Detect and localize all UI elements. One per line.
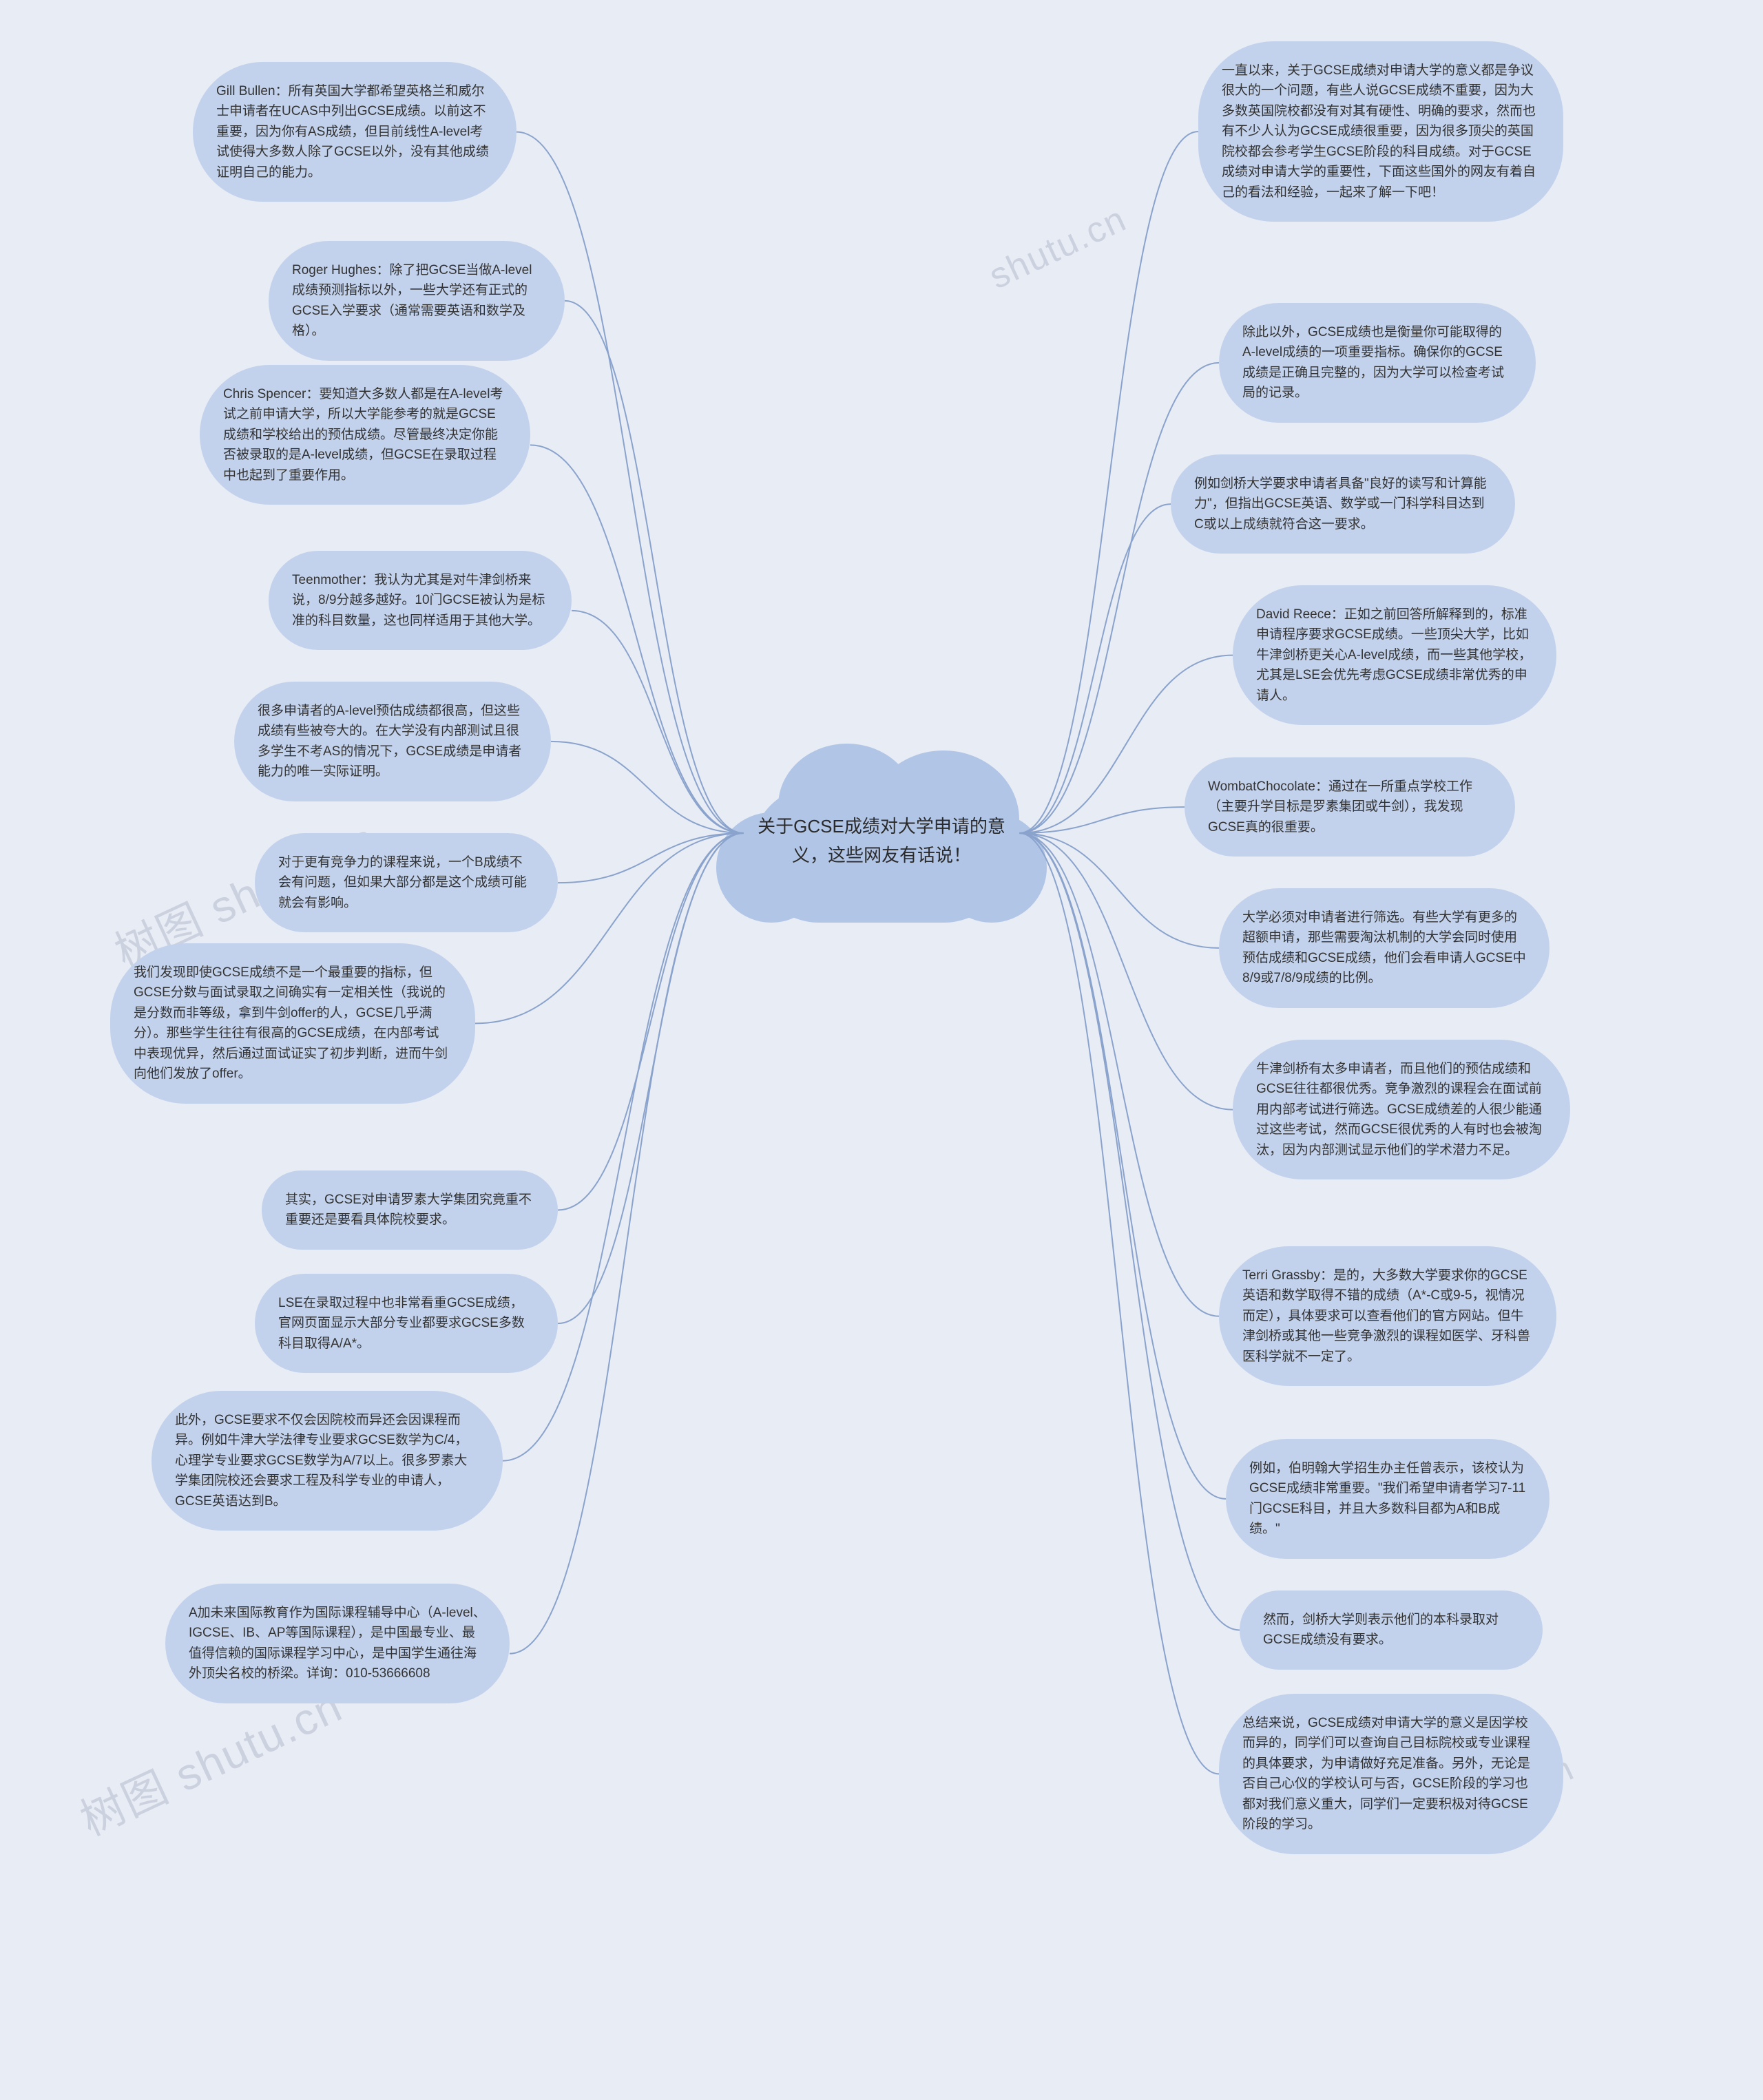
center-node: 关于GCSE成绩对大学申请的意义，这些网友有话说！ — [716, 730, 1047, 936]
mindmap-node: 例如，伯明翰大学招生办主任曾表示，该校认为GCSE成绩非常重要。"我们希望申请者… — [1226, 1439, 1550, 1559]
mindmap-node: David Reece：正如之前回答所解释到的，标准申请程序要求GCSE成绩。一… — [1233, 585, 1556, 725]
mindmap-node: 然而，剑桥大学则表示他们的本科录取对GCSE成绩没有要求。 — [1240, 1590, 1543, 1670]
mindmap-node: LSE在录取过程中也非常看重GCSE成绩，官网页面显示大部分专业都要求GCSE多… — [255, 1274, 558, 1373]
mindmap-node: 此外，GCSE要求不仅会因院校而异还会因课程而异。例如牛津大学法律专业要求GCS… — [152, 1391, 503, 1531]
mindmap-node: 很多申请者的A-level预估成绩都很高，但这些成绩有些被夸大的。在大学没有内部… — [234, 682, 551, 801]
mindmap-node: Chris Spencer：要知道大多数人都是在A-level考试之前申请大学，… — [200, 365, 530, 505]
mindmap-node: Gill Bullen：所有英国大学都希望英格兰和威尔士申请者在UCAS中列出G… — [193, 62, 517, 202]
mindmap-node: 其实，GCSE对申请罗素大学集团究竟重不重要还是要看具体院校要求。 — [262, 1170, 558, 1250]
mindmap-node: 大学必须对申请者进行筛选。有些大学有更多的超额申请，那些需要淘汰机制的大学会同时… — [1219, 888, 1550, 1008]
mindmap-node: 除此以外，GCSE成绩也是衡量你可能取得的A-level成绩的一项重要指标。确保… — [1219, 303, 1536, 423]
mindmap-node: WombatChocolate：通过在一所重点学校工作（主要升学目标是罗素集团或… — [1185, 757, 1515, 857]
mindmap-node: A加未来国际教育作为国际课程辅导中心（A-level、IGCSE、IB、AP等国… — [165, 1584, 510, 1703]
center-text: 关于GCSE成绩对大学申请的意义，这些网友有话说！ — [758, 812, 1005, 870]
mindmap-node: 对于更有竞争力的课程来说，一个B成绩不会有问题，但如果大部分都是这个成绩可能就会… — [255, 833, 558, 932]
mindmap-node: 一直以来，关于GCSE成绩对申请大学的意义都是争议很大的一个问题，有些人说GCS… — [1198, 41, 1563, 222]
mindmap-node: 牛津剑桥有太多申请者，而且他们的预估成绩和GCSE往往都很优秀。竞争激烈的课程会… — [1233, 1040, 1570, 1179]
mindmap-node: Roger Hughes：除了把GCSE当做A-level成绩预测指标以外，一些… — [269, 241, 565, 361]
mindmap-node: Terri Grassby：是的，大多数大学要求你的GCSE英语和数学取得不错的… — [1219, 1246, 1556, 1386]
watermark: shutu.cn — [983, 198, 1133, 297]
mindmap-node: 例如剑桥大学要求申请者具备"良好的读写和计算能力"，但指出GCSE英语、数学或一… — [1171, 454, 1515, 554]
mindmap-node: 总结来说，GCSE成绩对申请大学的意义是因学校而异的，同学们可以查询自己目标院校… — [1219, 1694, 1563, 1854]
mindmap-node: 我们发现即使GCSE成绩不是一个最重要的指标，但GCSE分数与面试录取之间确实有… — [110, 943, 475, 1104]
mindmap-node: Teenmother：我认为尤其是对牛津剑桥来说，8/9分越多越好。10门GCS… — [269, 551, 572, 650]
